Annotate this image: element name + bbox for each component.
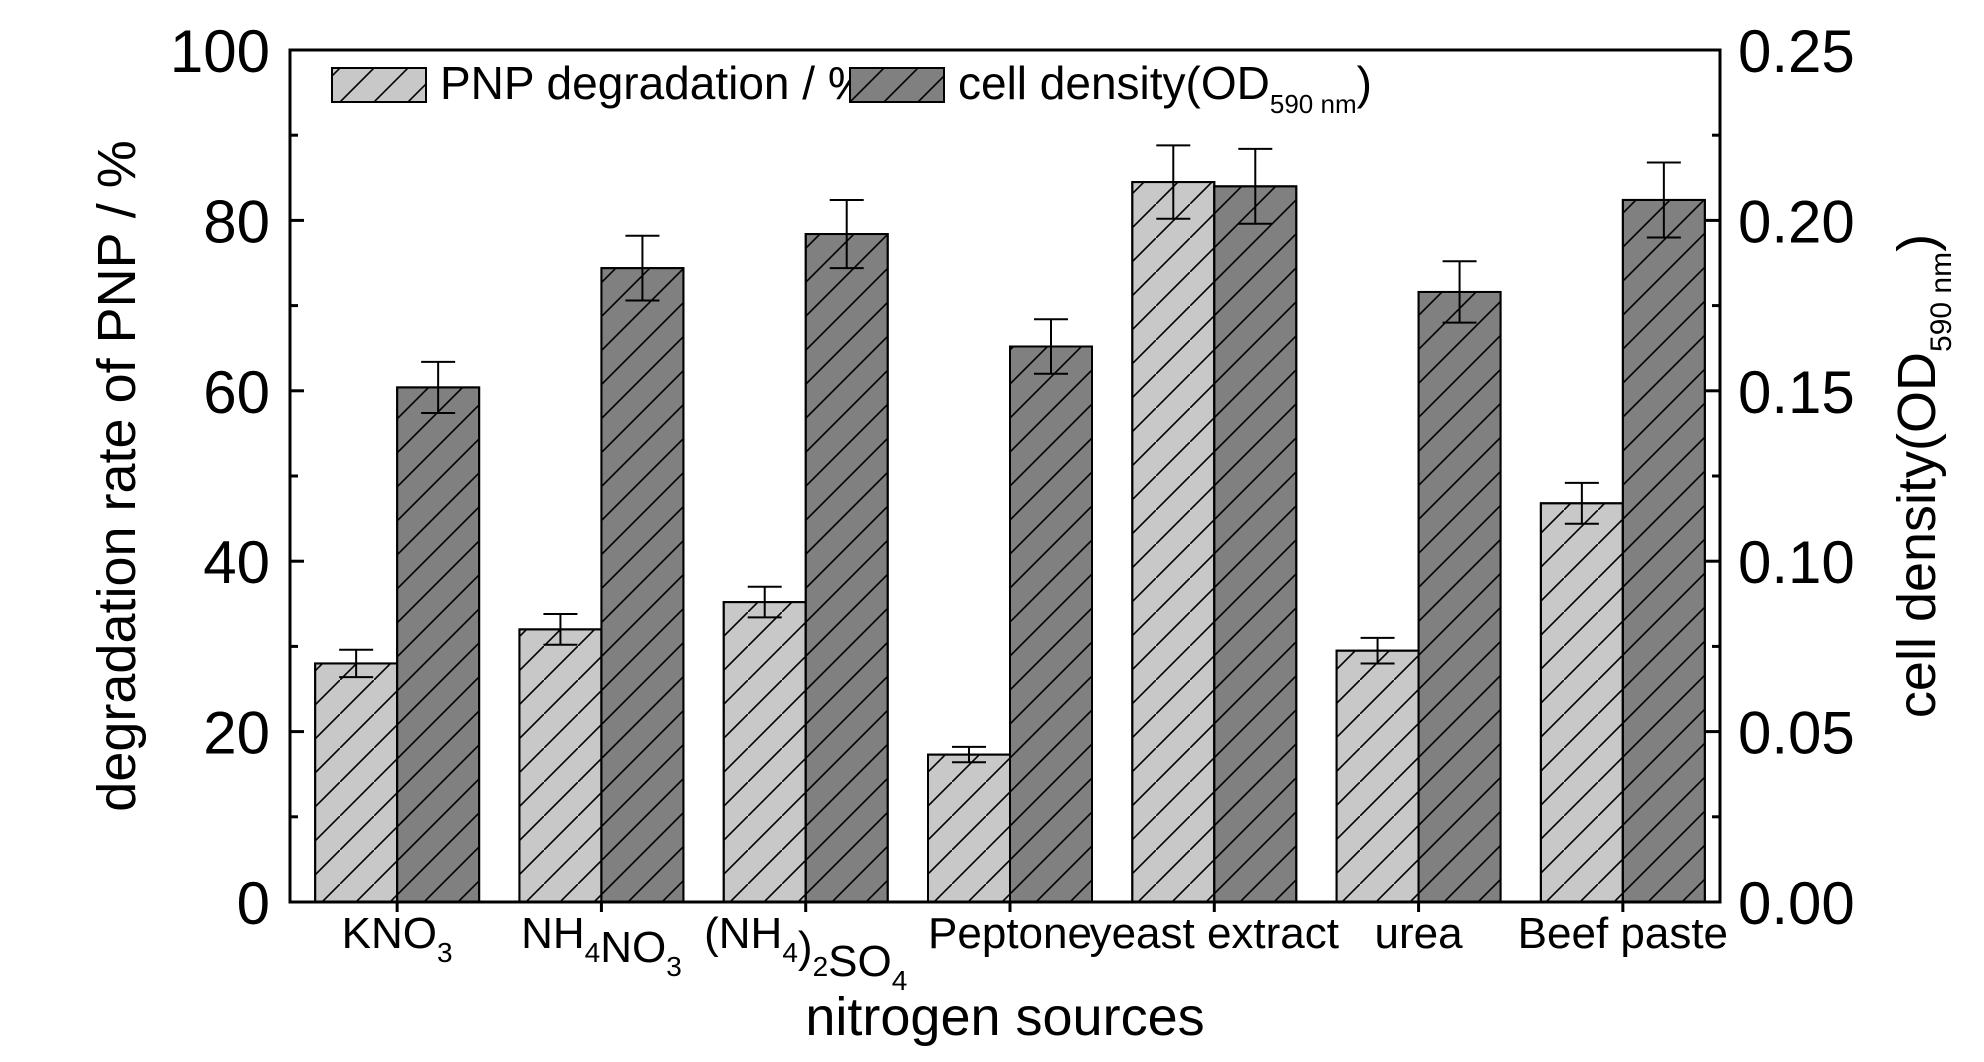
x-tick-label-3: Peptone	[928, 909, 1092, 958]
error-bar-pnp-3	[952, 745, 986, 764]
legend-label-od: cell density(OD590 nm)	[958, 57, 1372, 119]
error-bar-od-5	[1442, 260, 1477, 324]
error-bar-pnp-0	[339, 648, 374, 679]
x-tick-label-5: urea	[1375, 909, 1464, 958]
error-bar-od-2	[829, 198, 864, 270]
right-tick-label-5: 0.25	[1738, 18, 1855, 85]
error-bar-od-4	[1238, 147, 1273, 225]
bar-hatch-pnp-5	[1335, 649, 1420, 903]
left-tick-label-2: 40	[203, 529, 270, 596]
bar-hatch-pnp-6	[1539, 502, 1624, 903]
error-bar-pnp-1	[543, 613, 578, 646]
bar-hatch-od-2	[804, 233, 889, 904]
bar-hatch-od-0	[396, 386, 481, 903]
bar-hatch-od-6	[1621, 198, 1706, 903]
x-tick-label-1: NH4NO3	[521, 909, 682, 982]
left-tick-label-1: 20	[203, 700, 270, 767]
right-tick-label-4: 0.20	[1738, 188, 1855, 255]
x-tick-label-4: yeast extract	[1090, 909, 1339, 958]
y-axis-left-label: degradation rate of PNP / %	[87, 140, 147, 811]
error-bar-pnp-2	[747, 585, 782, 619]
error-bar-pnp-4	[1156, 144, 1191, 220]
x-tick-label-2: (NH4)2SO4	[704, 909, 907, 996]
error-bar-od-6	[1646, 161, 1681, 239]
bar-hatch-pnp-3	[927, 753, 1011, 903]
legend-label-od-main: cell density(OD	[958, 57, 1270, 109]
left-axis-ticks: 0 20 40 60 80 100	[170, 18, 304, 937]
bars-layer	[314, 181, 1706, 904]
left-tick-label-0: 0	[237, 870, 270, 937]
legend-label-od-sub: 590 nm	[1270, 89, 1357, 119]
legend: PNP degradation / % cell density(OD590 n…	[331, 57, 1372, 119]
error-bar-od-3	[1034, 318, 1068, 375]
right-tick-label-2: 0.10	[1738, 529, 1855, 596]
left-tick-label-3: 60	[203, 359, 270, 426]
y-axis-right-label-sub: 590 nm	[1925, 252, 1958, 352]
error-bar-pnp-5	[1360, 636, 1395, 665]
error-bar-od-1	[625, 234, 660, 302]
legend-label-od-tail: )	[1357, 57, 1372, 109]
right-tick-label-3: 0.15	[1738, 359, 1855, 426]
bar-hatch-pnp-0	[314, 662, 399, 903]
bar-hatch-pnp-4	[1131, 181, 1216, 903]
legend-label-pnp: PNP degradation / %	[440, 57, 869, 109]
error-bar-od-0	[421, 360, 456, 414]
bar-hatch-pnp-1	[518, 628, 603, 903]
bar-hatch-od-5	[1417, 290, 1502, 903]
y-axis-right-label: cell density(OD590 nm)	[1887, 234, 1958, 718]
y-axis-right-label-tail: )	[1887, 234, 1947, 252]
left-tick-label-5: 100	[170, 18, 270, 85]
right-tick-label-1: 0.05	[1738, 700, 1855, 767]
x-axis-label: nitrogen sources	[805, 987, 1204, 1047]
error-bar-pnp-6	[1564, 481, 1599, 525]
right-tick-label-0: 0.00	[1738, 870, 1855, 937]
bar-hatch-pnp-2	[722, 601, 807, 903]
bar-hatch-od-4	[1213, 185, 1298, 903]
right-axis-ticks: 0.00 0.05 0.10 0.15 0.20 0.25	[1706, 18, 1855, 937]
bar-hatch-od-1	[600, 267, 685, 903]
x-tick-label-0: KNO3	[342, 909, 453, 968]
y-axis-right-label-main: cell density(OD	[1887, 352, 1947, 718]
bar-hatch-od-3	[1009, 345, 1093, 904]
error-bars-layer	[339, 144, 1681, 764]
x-tick-label-6: Beef paste	[1518, 909, 1728, 958]
left-tick-label-4: 80	[203, 188, 270, 255]
